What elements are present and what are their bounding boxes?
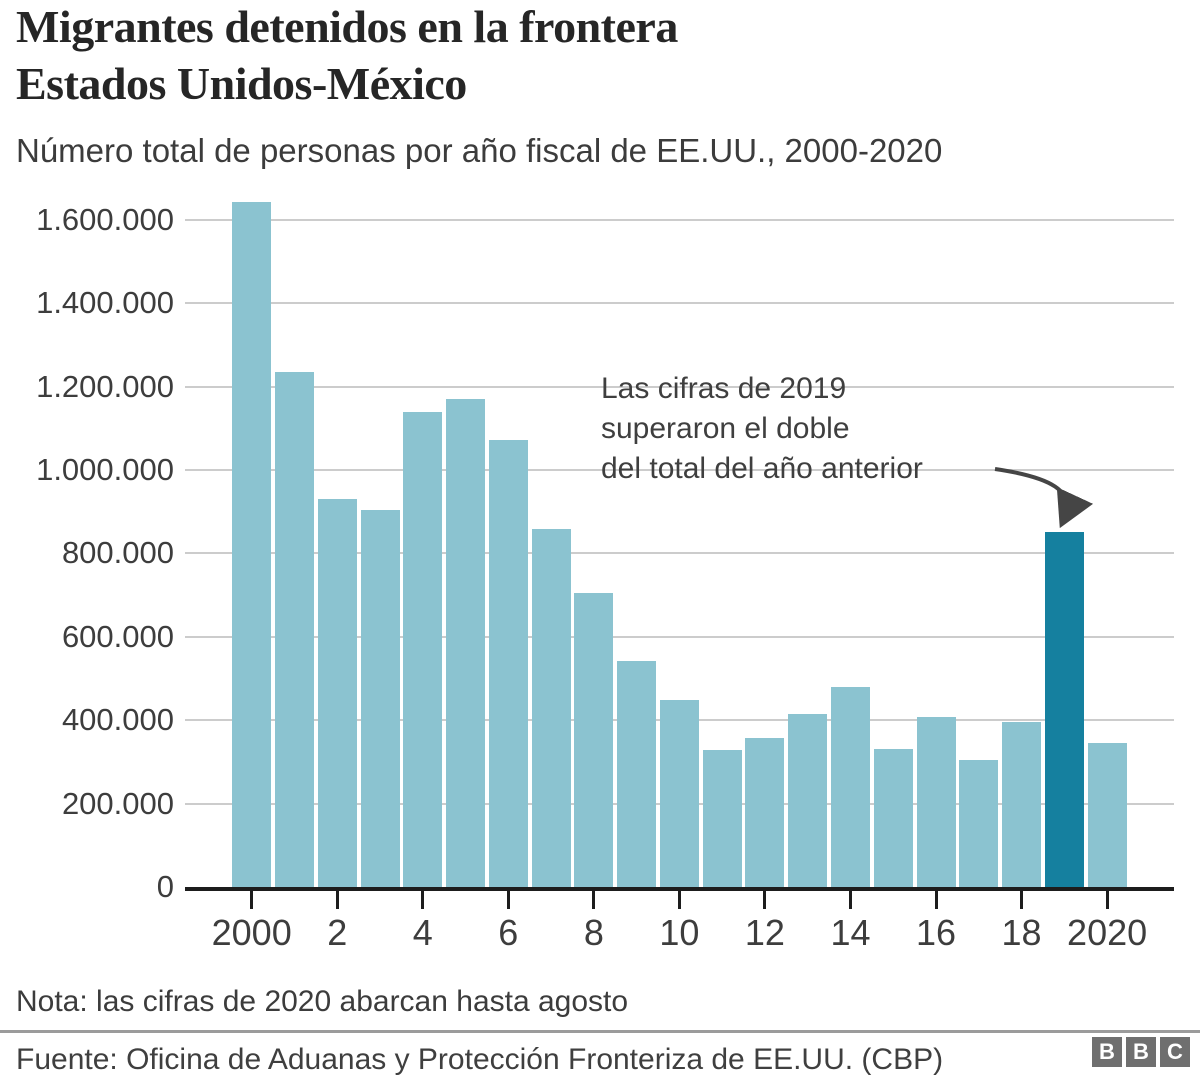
x-axis-tick-2010 [677, 891, 681, 909]
gridline-1.400.000 [185, 302, 1174, 305]
x-axis-tick-2020 [1105, 891, 1109, 909]
gridline-600.000 [185, 635, 1174, 638]
x-axis-label-2010: 10 [659, 912, 700, 953]
annotation-text: Las cifras de 2019 superaron el doble de… [601, 369, 923, 489]
gridline-800.000 [185, 552, 1174, 555]
chart-title: Migrantes detenidos en la frontera Estado… [16, 0, 678, 112]
x-axis-tick-2012 [763, 891, 767, 909]
chart-title-line1: Migrantes detenidos en la frontera [16, 1, 678, 52]
chart-subtitle: Número total de personas por año fiscal … [16, 132, 943, 169]
bar-2010 [659, 700, 699, 887]
bar-2002 [317, 499, 357, 887]
annotation-line1: Las cifras de 2019 [601, 372, 847, 405]
bar-2005 [446, 398, 486, 887]
gridline-1.600.000 [185, 218, 1174, 221]
x-axis-label-2006: 6 [498, 912, 519, 953]
bar-2003 [360, 509, 400, 887]
x-axis-label-2000: 2000 [211, 912, 292, 953]
bar-2018 [1002, 721, 1042, 887]
bar-2000 [232, 201, 272, 887]
gridline-1.200.000 [185, 385, 1174, 388]
bar-2015 [873, 748, 913, 887]
bbc-logo-block-3: C [1160, 1037, 1190, 1067]
bar-2017 [959, 760, 999, 887]
x-axis-label-2002: 2 [327, 912, 348, 953]
x-axis-tick-2000 [250, 891, 254, 909]
x-axis-label-2008: 8 [583, 912, 604, 953]
x-axis-tick-2002 [335, 891, 339, 909]
bar-2006 [488, 439, 528, 887]
y-axis-label-200.000: 200.000 [61, 785, 174, 821]
x-axis-tick-2018 [1020, 891, 1024, 909]
y-axis-label-0: 0 [156, 869, 174, 904]
chart-note: Nota: las cifras de 2020 abarcan hasta a… [16, 985, 629, 1018]
x-axis-label-2014: 14 [830, 912, 871, 953]
bar-2020 [1087, 743, 1127, 887]
y-axis-label-1.600.000: 1.600.000 [36, 201, 174, 237]
bar-2009 [617, 661, 657, 887]
bar-2001 [274, 371, 314, 887]
bar-2012 [745, 738, 785, 887]
bar-2013 [788, 714, 828, 887]
x-axis-label-2020: 2020 [1067, 912, 1148, 953]
x-axis-tick-2006 [506, 891, 510, 909]
y-axis-label-800.000: 800.000 [61, 535, 174, 571]
bar-2008 [574, 593, 614, 887]
annotation-line2: superaron el doble [601, 412, 850, 445]
bbc-logo-block-1: B [1092, 1037, 1122, 1067]
y-axis-label-600.000: 600.000 [61, 618, 174, 654]
gridline-1.000.000 [185, 469, 1174, 471]
x-axis-label-2012: 12 [744, 912, 785, 953]
annotation-line3: del total del año anterior [601, 452, 923, 485]
footer-divider [0, 1030, 1200, 1033]
x-axis-tick-2004 [421, 891, 425, 909]
bbc-logo-block-2: B [1126, 1037, 1156, 1067]
x-axis-label-2016: 16 [915, 912, 957, 953]
bbc-logo: B B C [1092, 1037, 1190, 1067]
bar-2019 [1044, 531, 1084, 887]
x-axis-tick-2008 [592, 891, 596, 909]
bar-2016 [916, 716, 956, 887]
x-axis-tick-2016 [934, 891, 938, 909]
y-axis-label-1.000.000: 1.000.000 [36, 452, 174, 487]
x-axis-label-2018: 18 [1001, 912, 1042, 953]
x-axis-line [185, 887, 1174, 891]
x-axis-label-2004: 4 [412, 912, 433, 953]
source-text: Fuente: Oficina de Aduanas y Protección … [16, 1043, 944, 1076]
bar-2004 [403, 411, 443, 887]
y-axis-label-1.200.000: 1.200.000 [36, 368, 174, 404]
y-axis-label-1.400.000: 1.400.000 [36, 285, 174, 321]
chart-title-line2: Estados Unidos-México [16, 58, 467, 109]
bar-2007 [531, 528, 571, 887]
bar-2011 [702, 750, 742, 887]
x-axis-tick-2014 [848, 891, 852, 909]
bar-2014 [830, 687, 870, 887]
y-axis-label-400.000: 400.000 [61, 702, 174, 738]
